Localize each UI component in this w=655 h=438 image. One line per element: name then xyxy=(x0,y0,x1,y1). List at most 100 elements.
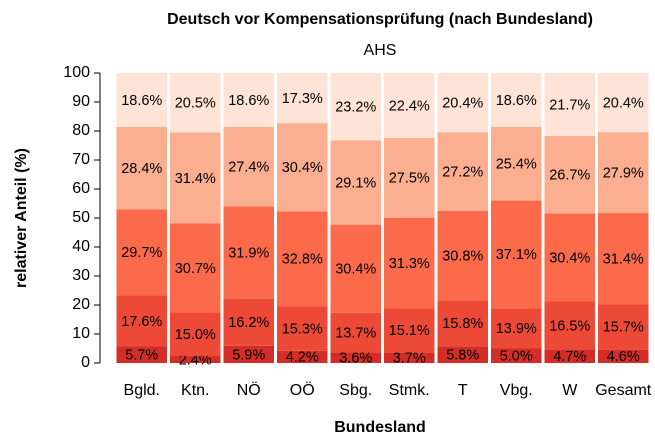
data-label: 27.5% xyxy=(389,171,430,187)
data-label: 29.1% xyxy=(335,175,376,191)
bar-segment xyxy=(544,213,595,302)
bar-segment xyxy=(116,126,167,210)
bar-segment xyxy=(598,349,649,363)
data-label: 2.4% xyxy=(179,352,212,368)
data-label: 27.4% xyxy=(228,159,269,175)
data-label: 29.7% xyxy=(121,245,162,261)
y-tick-label: 70 xyxy=(72,151,90,168)
bar-segment xyxy=(384,137,435,218)
data-label: 32.8% xyxy=(282,252,323,268)
y-tick-label: 10 xyxy=(72,325,90,342)
bar-segment xyxy=(437,132,488,212)
bar-segment xyxy=(437,73,488,133)
data-label: 18.6% xyxy=(496,93,537,109)
data-label: 21.7% xyxy=(549,97,590,113)
bar-segment xyxy=(116,346,167,363)
data-label: 5.8% xyxy=(446,347,479,363)
x-tick-label: Bgld. xyxy=(124,382,160,399)
bar-segment xyxy=(491,73,542,127)
bar-segment xyxy=(223,126,274,207)
data-label: 18.6% xyxy=(228,93,269,109)
data-label: 5.9% xyxy=(232,347,265,363)
data-label: 27.2% xyxy=(442,164,483,180)
data-label: 13.7% xyxy=(335,326,376,342)
bar-segment xyxy=(437,211,488,301)
x-tick-label: Stmk. xyxy=(389,382,430,399)
data-label: 30.4% xyxy=(282,160,323,176)
data-label: 31.9% xyxy=(228,245,269,261)
x-tick-label: Vbg. xyxy=(500,382,533,399)
bar-segment xyxy=(116,73,167,127)
data-label: 13.9% xyxy=(496,321,537,337)
data-label: 17.3% xyxy=(282,91,323,107)
data-label: 26.7% xyxy=(549,167,590,183)
bar-segment xyxy=(223,73,274,127)
bar-segment xyxy=(544,73,595,136)
bar-segment xyxy=(491,200,542,309)
data-label: 27.9% xyxy=(603,165,644,181)
x-axis-label: Bundesland xyxy=(334,419,426,436)
bar-segment xyxy=(223,345,274,363)
bar-segment xyxy=(330,224,381,313)
bar-segment xyxy=(544,349,595,363)
bar-segment xyxy=(277,211,328,307)
data-label: 25.4% xyxy=(496,157,537,173)
data-label: 30.4% xyxy=(335,262,376,278)
bar-segment xyxy=(384,308,435,353)
bar-segment xyxy=(330,140,381,225)
y-tick-label: 90 xyxy=(72,93,90,110)
data-label: 15.1% xyxy=(389,323,430,339)
bar-segment xyxy=(116,295,167,347)
bar-segment xyxy=(277,306,328,351)
bar-segment xyxy=(223,298,274,346)
bar-segment xyxy=(598,213,649,305)
y-tick-label: 40 xyxy=(72,238,90,255)
data-label: 3.7% xyxy=(393,350,426,366)
data-label: 31.4% xyxy=(603,251,644,267)
data-label: 4.6% xyxy=(607,349,640,365)
data-label: 31.4% xyxy=(175,171,216,187)
bar-segment xyxy=(491,308,542,349)
bar-segment xyxy=(170,223,221,313)
bar-segment xyxy=(116,209,167,296)
x-tick-label: Gesamt xyxy=(595,382,652,399)
data-label: 15.8% xyxy=(442,316,483,332)
bar-segment xyxy=(437,300,488,347)
data-label: 4.2% xyxy=(286,350,319,366)
data-label: 30.7% xyxy=(175,261,216,277)
data-label: 20.4% xyxy=(442,95,483,111)
data-label: 28.4% xyxy=(121,161,162,177)
data-label: 30.8% xyxy=(442,249,483,265)
bar-segment xyxy=(491,348,542,363)
bar-segment xyxy=(170,73,221,133)
data-label: 16.2% xyxy=(228,315,269,331)
data-label: 20.5% xyxy=(175,96,216,112)
bar-segment xyxy=(384,217,435,309)
bar-segment xyxy=(437,346,488,363)
bar-segment xyxy=(491,126,542,201)
y-tick-label: 60 xyxy=(72,180,90,197)
data-label: 37.1% xyxy=(496,247,537,263)
data-label: 18.6% xyxy=(121,93,162,109)
data-label: 30.4% xyxy=(549,250,590,266)
data-label: 15.3% xyxy=(282,321,323,337)
bar-segment xyxy=(544,301,595,350)
data-label: 22.4% xyxy=(389,98,430,114)
bar-segment xyxy=(277,73,328,124)
y-tick-label: 20 xyxy=(72,296,90,313)
x-tick-label: OÖ xyxy=(290,381,315,399)
x-tick-label: NÖ xyxy=(237,381,261,399)
data-label: 4.7% xyxy=(553,349,586,365)
data-label: 3.6% xyxy=(339,351,372,367)
data-label: 15.7% xyxy=(603,320,644,336)
x-tick-label: Ktn. xyxy=(181,382,209,399)
x-tick-label: Sbg. xyxy=(339,382,372,399)
y-tick-label: 30 xyxy=(72,267,90,284)
data-label: 15.0% xyxy=(175,327,216,343)
bar-segment xyxy=(277,123,328,212)
bar-segment xyxy=(330,352,381,363)
bar-segment xyxy=(170,132,221,224)
bar-segment xyxy=(330,312,381,353)
bar-segment xyxy=(544,135,595,214)
